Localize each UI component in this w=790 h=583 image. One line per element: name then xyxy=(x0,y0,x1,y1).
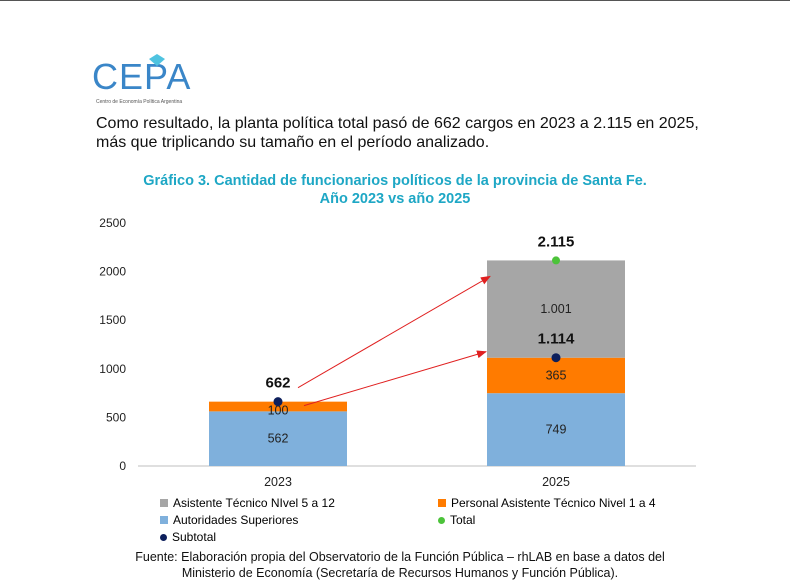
legend-swatch xyxy=(160,516,168,524)
bar-value-label: 562 xyxy=(268,432,289,446)
legend-swatch xyxy=(160,499,168,507)
legend-item: Asistente Técnico NIvel 5 a 12 xyxy=(160,496,335,510)
y-tick-label: 500 xyxy=(106,410,126,424)
x-tick-label: 2025 xyxy=(542,475,570,489)
chart-title-line2: Año 2023 vs año 2025 xyxy=(319,191,471,207)
subtotal-label: 1.114 xyxy=(538,331,575,348)
subtotal-marker xyxy=(273,397,283,407)
total-marker xyxy=(552,256,560,265)
legend-swatch xyxy=(438,516,445,524)
y-tick-label: 2000 xyxy=(99,265,126,279)
bar-segment xyxy=(487,260,625,358)
legend-label: Asistente Técnico NIvel 5 a 12 xyxy=(173,496,335,510)
total-label: 2.115 xyxy=(538,233,575,250)
chart-title-line1: Gráfico 3. Cantidad de funcionarios polí… xyxy=(143,173,647,189)
bar-value-label: 749 xyxy=(546,423,567,437)
bar-value-label: 1.001 xyxy=(540,302,571,316)
legend-label: Autoridades Superiores xyxy=(173,513,299,527)
legend-label: Subtotal xyxy=(172,530,217,544)
x-tick-label: 2023 xyxy=(264,475,292,489)
growth-arrow-subtotal xyxy=(303,350,487,407)
bar-value-label: 100 xyxy=(268,403,289,417)
legend-swatch xyxy=(438,499,446,507)
legend-item: Personal Asistente Técnico Nivel 1 a 4 xyxy=(438,496,656,510)
growth-arrow-total xyxy=(297,275,491,389)
logo-diamond-icon xyxy=(149,54,165,66)
subtotal-label: 662 xyxy=(265,375,290,392)
legend-item: Subtotal xyxy=(160,530,216,544)
legend-swatch xyxy=(160,533,167,541)
top-rule xyxy=(0,0,790,1)
logo-text: CEPA xyxy=(92,56,192,97)
y-tick-label: 2500 xyxy=(99,216,126,230)
cepa-logo: CEPA Centro de Economía Política Argenti… xyxy=(92,54,192,108)
y-tick-label: 1500 xyxy=(99,313,126,327)
bar-segment xyxy=(487,393,625,466)
logo-subtitle: Centro de Economía Política Argentina xyxy=(96,99,183,105)
chart-title: Gráfico 3. Cantidad de funcionarios polí… xyxy=(95,172,695,208)
bar-value-label: 365 xyxy=(546,368,567,382)
bar-segment xyxy=(209,401,347,412)
y-tick-label: 1000 xyxy=(99,362,126,376)
y-tick-label: 0 xyxy=(119,459,126,473)
legend-item: Total xyxy=(438,513,475,527)
source-note: Fuente: Elaboración propia del Observato… xyxy=(135,550,665,580)
legend-label: Total xyxy=(450,513,476,527)
bar-segment xyxy=(487,357,625,394)
bar-segment xyxy=(209,411,347,466)
legend-label: Personal Asistente Técnico Nivel 1 a 4 xyxy=(451,496,656,510)
intro-paragraph: Como resultado, la planta política total… xyxy=(96,115,699,151)
legend-item: Autoridades Superiores xyxy=(160,513,298,527)
subtotal-marker xyxy=(551,353,561,363)
